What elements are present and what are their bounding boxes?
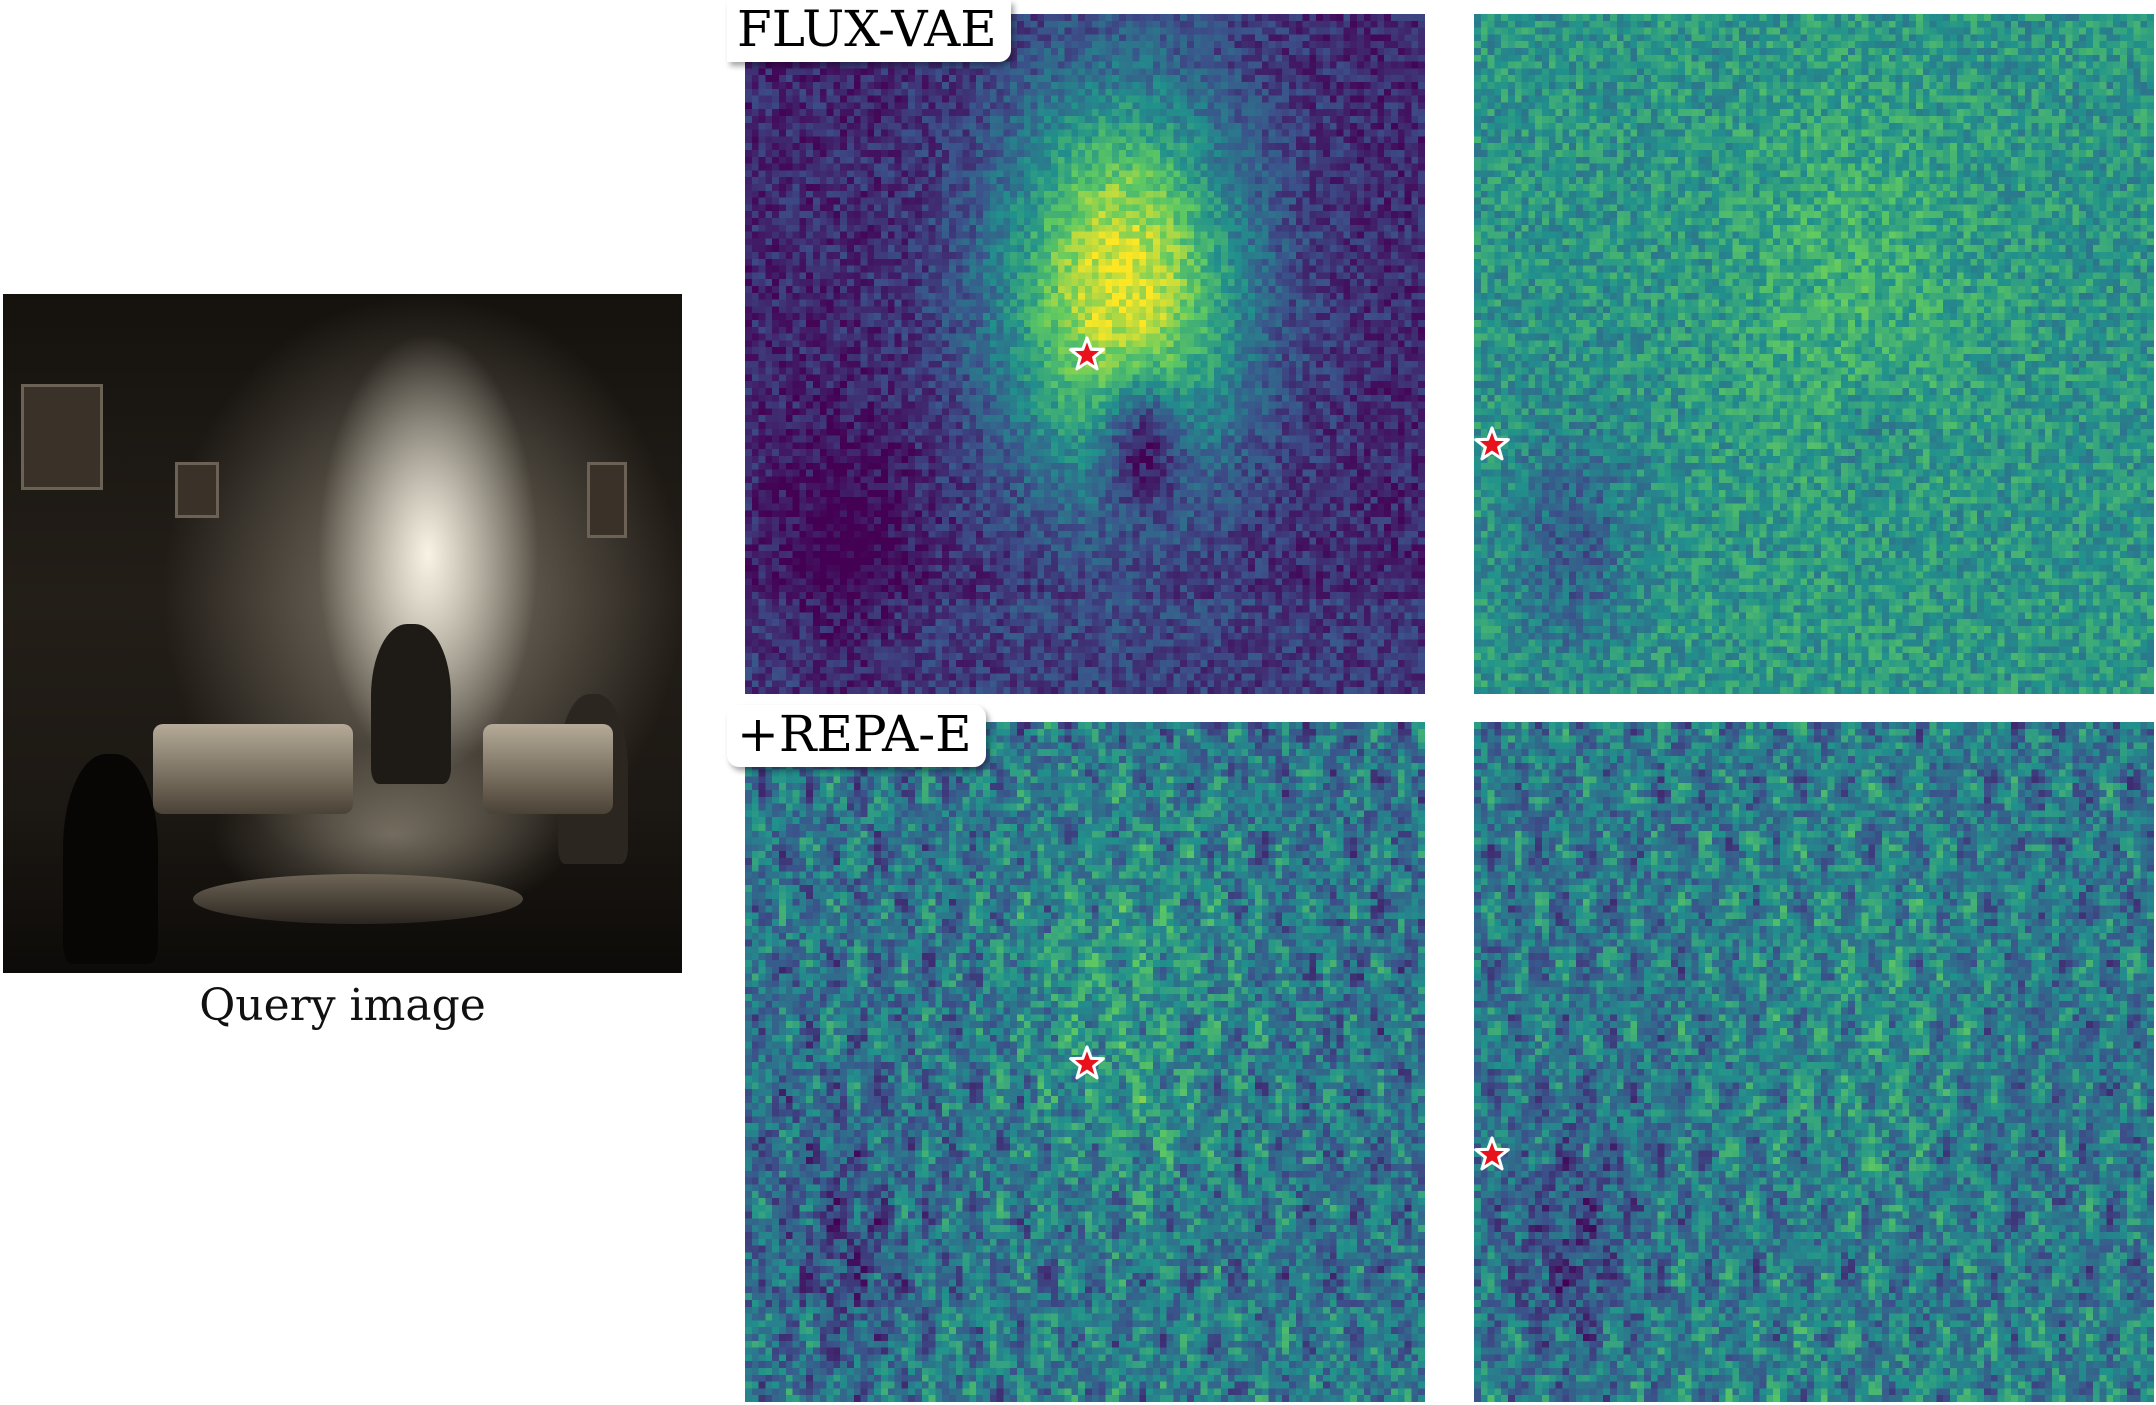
floor-rug: [193, 874, 523, 924]
map-repa-e-point-2: [1474, 722, 2154, 1402]
query-image: [3, 294, 682, 973]
query-point-star-icon: [1474, 1136, 1510, 1171]
row-label-flux-vae: FLUX-VAE: [727, 0, 1011, 62]
wall-frame-left: [21, 384, 103, 490]
query-point-star-icon: [1474, 426, 1510, 461]
wall-frame-small: [175, 462, 219, 518]
seated-figure-left: [63, 754, 158, 964]
table-right: [483, 724, 613, 814]
map-repa-e-point-1: [745, 722, 1425, 1402]
query-point-star-icon: [1069, 336, 1105, 371]
similarity-heatmap: [1474, 722, 2154, 1402]
map-flux-vae-point-1: [745, 14, 1425, 694]
query-image-caption: Query image: [199, 980, 486, 1031]
row-label-repa-e: +REPA-E: [727, 705, 986, 767]
map-flux-vae-point-2: [1474, 14, 2154, 694]
wall-frame-right: [587, 462, 627, 538]
query-point-star-icon: [1069, 1045, 1105, 1080]
veiled-figure: [371, 624, 451, 784]
table-left: [153, 724, 353, 814]
similarity-heatmap: [1474, 14, 2154, 694]
